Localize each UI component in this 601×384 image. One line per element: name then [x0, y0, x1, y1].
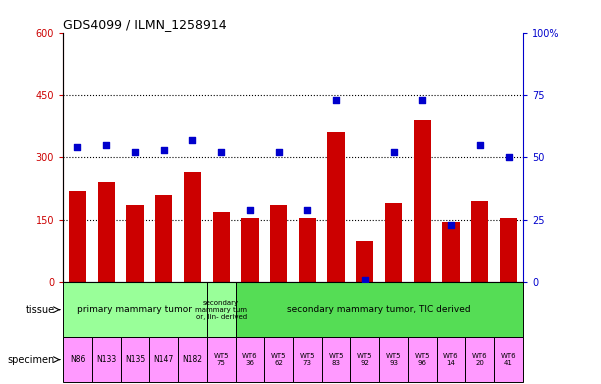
- Text: WT5
92: WT5 92: [357, 353, 373, 366]
- Text: WT5
93: WT5 93: [386, 353, 401, 366]
- Bar: [328, 132, 345, 282]
- Text: GDS4099 / ILMN_1258914: GDS4099 / ILMN_1258914: [63, 18, 227, 31]
- Text: tissue: tissue: [25, 305, 55, 315]
- Point: [331, 97, 341, 103]
- Bar: [471, 201, 489, 282]
- Text: N133: N133: [96, 355, 117, 364]
- Text: secondary
mammary tum
or, lin- derived: secondary mammary tum or, lin- derived: [195, 300, 247, 320]
- Bar: [408, 337, 437, 382]
- Point: [188, 137, 197, 143]
- Bar: [293, 337, 322, 382]
- Bar: [97, 182, 115, 282]
- Text: WT5
62: WT5 62: [271, 353, 286, 366]
- Bar: [379, 337, 408, 382]
- Point: [73, 144, 82, 151]
- Bar: [63, 282, 207, 337]
- Text: N135: N135: [125, 355, 145, 364]
- Point: [504, 154, 513, 161]
- Bar: [207, 337, 236, 382]
- Text: WT5
75: WT5 75: [213, 353, 229, 366]
- Bar: [385, 203, 402, 282]
- Text: primary mammary tumor: primary mammary tumor: [78, 305, 192, 314]
- Text: WT6
36: WT6 36: [242, 353, 258, 366]
- Bar: [356, 241, 373, 282]
- Text: WT6
41: WT6 41: [501, 353, 516, 366]
- Point: [216, 149, 226, 156]
- Bar: [500, 218, 517, 282]
- Point: [418, 97, 427, 103]
- Bar: [155, 195, 172, 282]
- Point: [274, 149, 284, 156]
- Point: [389, 149, 398, 156]
- Bar: [322, 337, 350, 382]
- Text: WT6
14: WT6 14: [443, 353, 459, 366]
- Bar: [121, 337, 149, 382]
- Bar: [413, 120, 431, 282]
- Point: [130, 149, 140, 156]
- Text: N147: N147: [153, 355, 174, 364]
- Point: [360, 276, 370, 283]
- Text: WT5
73: WT5 73: [300, 353, 315, 366]
- Point: [446, 222, 456, 228]
- Point: [302, 207, 312, 213]
- Text: specimen: specimen: [7, 354, 55, 365]
- Bar: [264, 337, 293, 382]
- Bar: [126, 205, 144, 282]
- Bar: [149, 337, 178, 382]
- Text: WT6
20: WT6 20: [472, 353, 487, 366]
- Text: secondary mammary tumor, TIC derived: secondary mammary tumor, TIC derived: [287, 305, 471, 314]
- Point: [102, 142, 111, 148]
- Bar: [178, 337, 207, 382]
- Bar: [465, 337, 494, 382]
- Bar: [270, 205, 287, 282]
- Bar: [213, 212, 230, 282]
- Text: WT5
83: WT5 83: [328, 353, 344, 366]
- Point: [159, 147, 168, 153]
- Bar: [207, 282, 236, 337]
- Bar: [442, 222, 460, 282]
- Bar: [437, 337, 465, 382]
- Bar: [184, 172, 201, 282]
- Text: N182: N182: [183, 355, 203, 364]
- Bar: [63, 337, 92, 382]
- Point: [475, 142, 484, 148]
- Bar: [92, 337, 121, 382]
- Bar: [350, 337, 379, 382]
- Bar: [241, 218, 258, 282]
- Bar: [494, 337, 523, 382]
- Text: N86: N86: [70, 355, 85, 364]
- Bar: [299, 218, 316, 282]
- Bar: [236, 337, 264, 382]
- Point: [245, 207, 255, 213]
- Bar: [69, 191, 86, 282]
- Text: WT5
96: WT5 96: [415, 353, 430, 366]
- Bar: [236, 282, 523, 337]
